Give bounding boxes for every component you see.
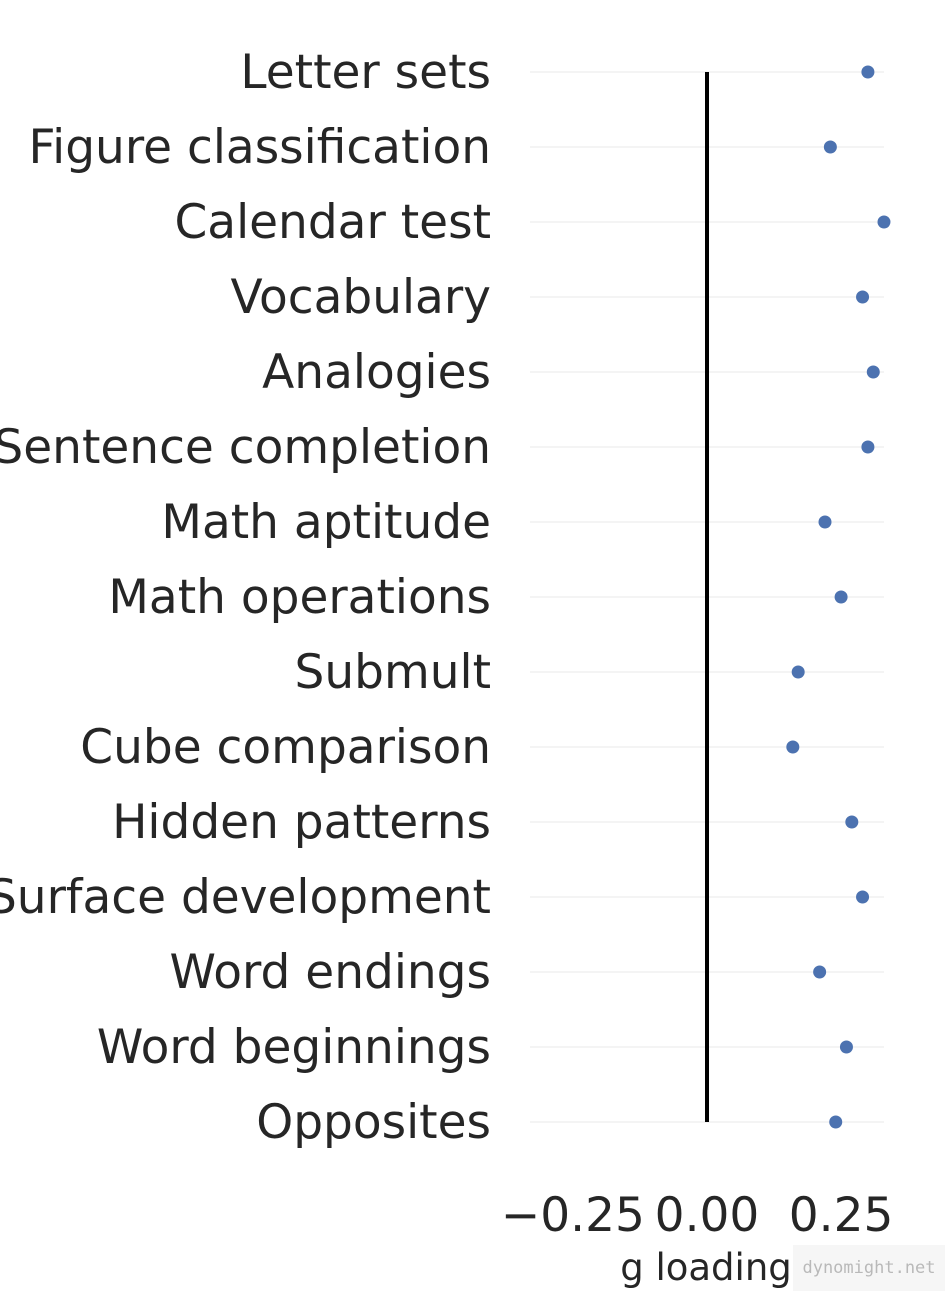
data-points <box>786 65 891 1129</box>
category-label: Sentence completion <box>0 420 491 475</box>
x-tick-label: 0.25 <box>789 1188 894 1243</box>
category-label: Figure classification <box>29 120 491 175</box>
category-label: Word beginnings <box>97 1020 491 1075</box>
category-label: Opposites <box>256 1095 491 1150</box>
category-labels: Letter sets Figure classification Calendar… <box>0 45 491 1150</box>
x-tick-label: 0.00 <box>655 1188 760 1243</box>
data-point <box>861 65 875 79</box>
x-tick-labels: −0.25 0.00 0.25 <box>501 1188 894 1243</box>
data-point <box>791 665 805 679</box>
category-label: Letter sets <box>240 45 491 100</box>
category-label: Word endings <box>170 945 491 1000</box>
data-point <box>786 740 800 754</box>
data-point <box>866 365 880 379</box>
category-label: Calendar test <box>174 195 491 250</box>
category-label: Vocabulary <box>230 270 491 325</box>
category-label: Hidden patterns <box>112 795 491 850</box>
category-label: Surface development <box>0 870 491 925</box>
category-label: Submult <box>294 645 491 700</box>
data-point <box>834 590 848 604</box>
x-tick-label: −0.25 <box>501 1188 645 1243</box>
data-point <box>818 515 832 529</box>
watermark: dynomight.net <box>793 1245 945 1291</box>
data-point <box>861 440 875 454</box>
data-point <box>856 890 870 904</box>
data-point <box>839 1040 853 1054</box>
category-label: Math operations <box>108 570 491 625</box>
category-label: Analogies <box>262 345 491 400</box>
data-point <box>877 215 891 229</box>
category-label: Math aptitude <box>161 495 491 550</box>
data-point <box>823 140 837 154</box>
data-point <box>845 815 859 829</box>
data-point <box>829 1115 843 1129</box>
x-axis-title: g loading <box>620 1246 792 1289</box>
data-point <box>856 290 870 304</box>
category-label: Cube comparison <box>80 720 491 775</box>
data-point <box>813 965 827 979</box>
